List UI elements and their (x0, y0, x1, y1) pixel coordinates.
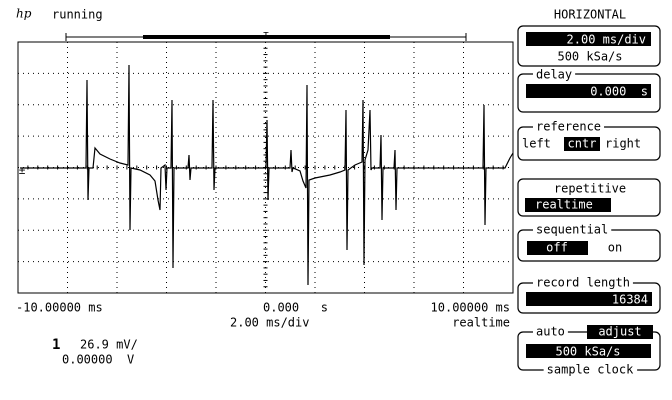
label-background (533, 119, 605, 134)
logo: hp (16, 7, 32, 21)
delay-box[interactable] (517, 73, 661, 113)
timebase-box[interactable] (517, 25, 661, 67)
graticule-frame (17, 41, 514, 294)
sample-clock-label: sample clock (547, 363, 634, 377)
field (587, 325, 653, 339)
reference-option[interactable]: cntr (568, 137, 597, 151)
field (526, 292, 652, 306)
field (526, 84, 651, 98)
sample-clock-option[interactable]: auto (536, 325, 565, 339)
sample-clock-option[interactable]: adjust (598, 325, 641, 339)
sample-rate: 500 kSa/s (557, 50, 622, 64)
label-background (533, 324, 568, 339)
sample-clock-value: 500 kSa/s (555, 345, 620, 359)
delay-value: 0.000 s (590, 85, 648, 99)
record-length-label: record length (536, 276, 630, 290)
channel-number: 1 (52, 337, 60, 353)
channel-scale: 26.9 mV/ (80, 338, 138, 352)
repetitive-box[interactable] (517, 178, 661, 217)
delay-label: delay (536, 68, 572, 82)
trigger-marker: T (263, 32, 269, 42)
repetitive-label: repetitive (554, 182, 626, 196)
timebase-readout: 2.00 ms/div (230, 316, 309, 330)
label-background (533, 67, 576, 82)
sequential-option[interactable]: on (608, 241, 622, 255)
record-length-value: 16384 (612, 293, 648, 307)
label-background (533, 275, 633, 290)
field (527, 241, 588, 255)
field (525, 198, 611, 212)
sequential-label: sequential (536, 223, 608, 237)
mode-readout: realtime (452, 316, 510, 330)
panel-title: HORIZONTAL (554, 8, 626, 22)
label-background (543, 362, 638, 377)
x-right-label: 10.00000 ms (431, 301, 510, 315)
ground-marker: ± (19, 164, 26, 177)
repetitive-value: realtime (535, 198, 593, 212)
reference-option[interactable]: right (605, 137, 641, 151)
field (526, 32, 651, 46)
reference-label: reference (536, 120, 601, 134)
waveform (20, 64, 514, 286)
timebase-value: 2.00 ms/div (567, 33, 646, 47)
field (564, 137, 600, 151)
x-left-label: -10.00000 ms (16, 301, 103, 315)
x-center-label: 0.000 s (263, 301, 328, 315)
field (526, 344, 651, 358)
channel-offset: 0.00000 V (62, 353, 134, 367)
reference-option[interactable]: left (522, 137, 551, 151)
label-background (533, 222, 612, 237)
status: running (52, 8, 103, 22)
sequential-option[interactable]: off (546, 241, 568, 255)
